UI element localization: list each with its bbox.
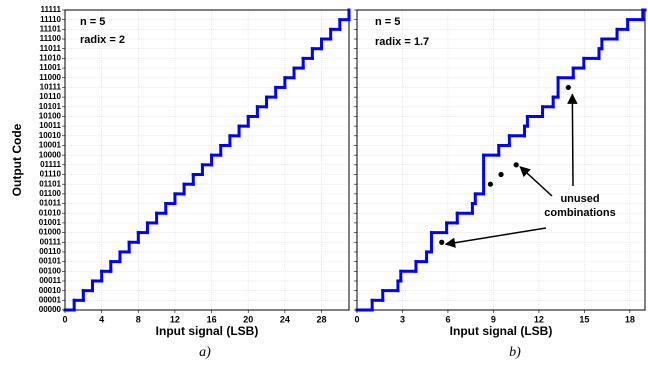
y-tick-label: 11100 (40, 34, 62, 43)
x-tick-label: 8 (136, 314, 141, 324)
y-tick-label: 11001 (39, 63, 61, 72)
y-tick-label: 01000 (39, 228, 62, 237)
x-tick-label: 6 (445, 314, 450, 324)
x-tick-label: 4 (99, 314, 104, 324)
panel-label: a) (199, 345, 211, 360)
y-tick-label: 00010 (39, 286, 62, 295)
x-tick-label: 18 (625, 314, 635, 324)
x-tick-label: 15 (579, 314, 589, 324)
x-tick-label: 12 (534, 314, 544, 324)
y-tick-label: 00110 (39, 247, 61, 256)
y-tick-label: 01110 (40, 170, 62, 179)
y-tick-label: 11010 (39, 53, 61, 62)
unused-point (498, 171, 504, 178)
y-tick-label: 00011 (39, 276, 61, 285)
y-tick-label: 11110 (40, 15, 61, 24)
x-tick-label: 3 (400, 314, 405, 324)
annotation: unused (560, 193, 599, 205)
y-tick-label: 10101 (39, 102, 62, 111)
arrow (567, 93, 578, 187)
y-tick-label: 10001 (39, 141, 62, 150)
y-tick-label: 00111 (40, 237, 62, 246)
y-tick-label: 10110 (39, 92, 61, 101)
x-tick-label: 20 (243, 314, 253, 324)
plot-frame (64, 9, 350, 311)
annotation: n = 5 (80, 16, 105, 28)
y-tick-label: 00001 (39, 295, 62, 304)
unused-point (439, 239, 445, 245)
x-axis-title: Input signal (LSB) (450, 324, 553, 338)
annotation: n = 5 (375, 16, 400, 28)
y-tick-label: 11101 (40, 24, 62, 33)
x-tick-label: 24 (280, 314, 290, 324)
y-tick-label: 00100 (39, 266, 62, 275)
y-tick-label: 11000 (39, 73, 61, 82)
y-tick-label: 01111 (40, 160, 61, 169)
arrow (519, 166, 553, 197)
plot-frame (356, 9, 646, 311)
unused-point (487, 181, 494, 187)
panel-label: b) (509, 345, 521, 360)
y-tick-label: 10011 (39, 121, 61, 130)
plot-area (65, 10, 349, 310)
y-tick-label: 01011 (39, 199, 61, 208)
annotation: radix = 1.7 (375, 36, 429, 48)
y-tick-label: 01010 (39, 208, 62, 217)
x-tick-label: 12 (170, 314, 180, 324)
x-tick-label: 28 (317, 314, 327, 324)
annotation: radix = 2 (80, 34, 125, 46)
y-tick-label: 00000 (39, 305, 62, 314)
unused-point (565, 84, 571, 91)
y-tick-label: 11111 (41, 5, 62, 14)
y-tick-label: 10111 (40, 83, 62, 92)
y-tick-label: 00101 (39, 257, 62, 266)
x-tick-label: 0 (62, 314, 67, 324)
y-axis-title: Output Code (10, 123, 24, 196)
y-tick-label: 11011 (40, 44, 62, 53)
x-tick-label: 9 (491, 314, 496, 324)
arrow (444, 227, 547, 248)
y-tick-label: 01001 (39, 218, 62, 227)
x-tick-label: 16 (207, 314, 217, 324)
annotation: combinations (544, 207, 616, 219)
x-tick-label: 0 (354, 314, 359, 324)
plot-area (357, 10, 645, 310)
y-tick-label: 10000 (39, 150, 62, 159)
y-tick-label: 10010 (39, 131, 62, 140)
y-tick-label: 10100 (39, 112, 62, 121)
x-axis-title: Input signal (LSB) (156, 324, 259, 338)
unused-point (513, 162, 519, 168)
y-tick-label: 01100 (39, 189, 61, 198)
y-tick-label: 01101 (39, 179, 61, 188)
